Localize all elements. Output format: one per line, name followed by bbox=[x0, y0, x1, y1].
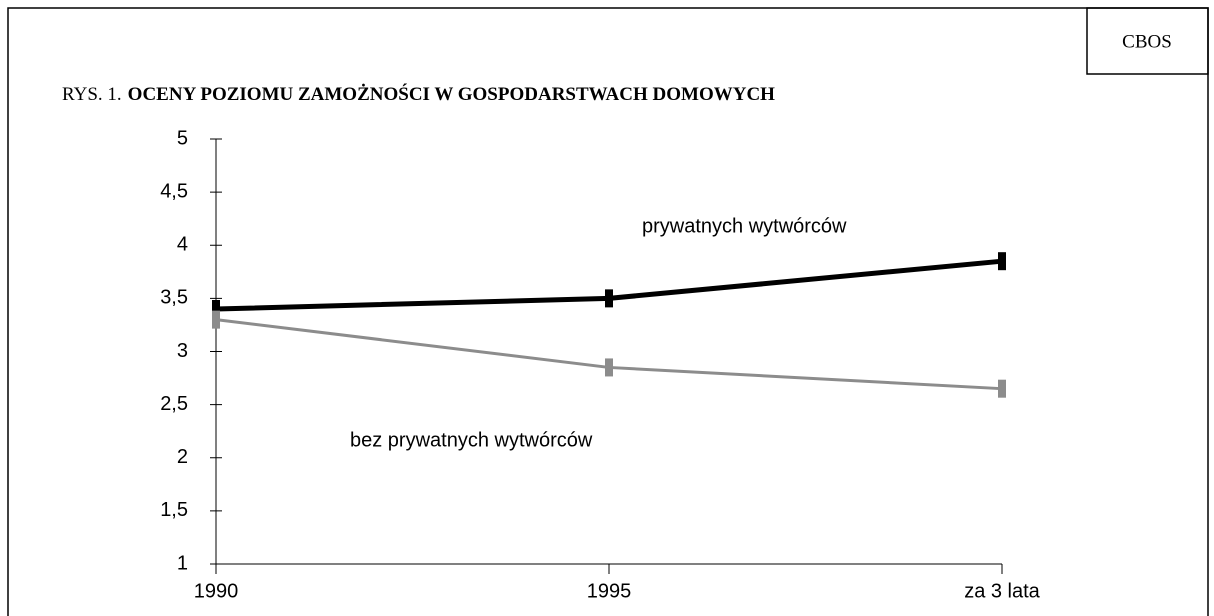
y-tick-label: 5 bbox=[177, 127, 188, 149]
marker bbox=[998, 252, 1006, 271]
marker bbox=[212, 300, 220, 318]
marker bbox=[605, 289, 613, 308]
series-line bbox=[215, 318, 1003, 391]
badge-box bbox=[1086, 7, 1209, 75]
series-label: prywatnych wytwórców bbox=[642, 215, 847, 237]
x-tick-label: 1995 bbox=[587, 580, 632, 602]
y-tick-label: 3,5 bbox=[160, 287, 188, 309]
y-tick-label: 2,5 bbox=[160, 393, 188, 415]
y-tick-label: 1 bbox=[177, 552, 188, 574]
y-tick-label: 1,5 bbox=[160, 499, 188, 521]
x-tick-label: 1990 bbox=[194, 580, 239, 602]
y-tick-label: 2 bbox=[177, 446, 188, 468]
title: OCENY POZIOMU ZAMOŻNOŚCI W GOSPODARSTWAC… bbox=[128, 83, 776, 105]
y-tick-label: 4,5 bbox=[160, 180, 188, 202]
figure-label: RYS. 1. bbox=[62, 84, 122, 105]
chart-title: RYS. 1. OCENY POZIOMU ZAMOŻNOŚCI W GOSPOD… bbox=[62, 83, 775, 105]
badge: CBOS bbox=[1122, 31, 1172, 52]
marker bbox=[212, 310, 220, 329]
x-tick-label: za 3 lata bbox=[964, 580, 1040, 602]
series-label: bez prywatnych wytwórców bbox=[350, 429, 593, 451]
y-tick-label: 4 bbox=[177, 234, 188, 256]
marker bbox=[998, 379, 1006, 398]
y-tick-label: 3 bbox=[177, 340, 188, 362]
marker bbox=[605, 358, 613, 377]
frame bbox=[7, 7, 1209, 616]
